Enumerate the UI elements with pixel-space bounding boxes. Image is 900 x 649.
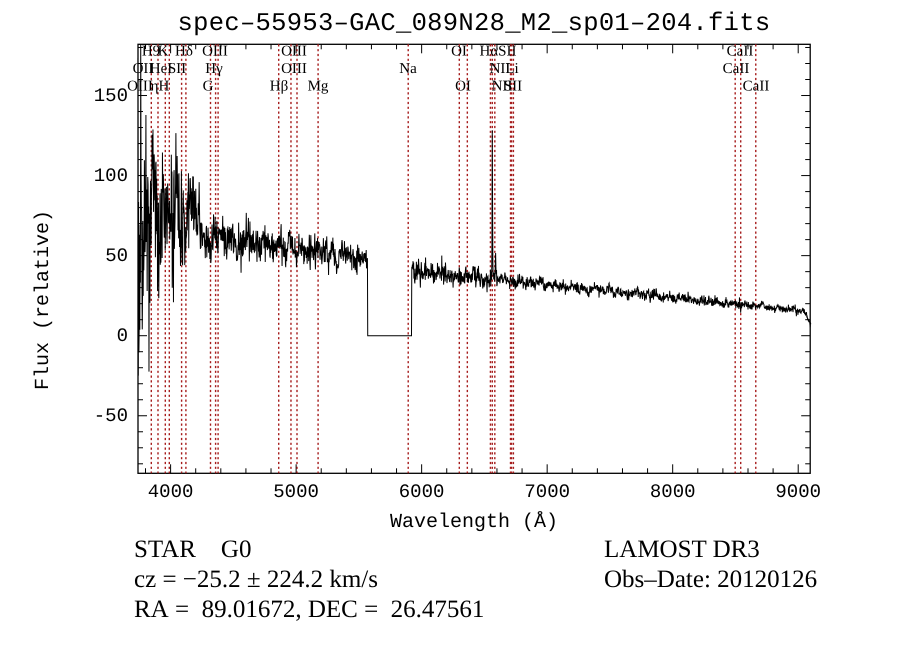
svg-text:K: K [158,44,169,60]
svg-text:4000: 4000 [148,481,194,503]
svg-text:9000: 9000 [775,481,821,503]
svg-text:CaII: CaII [727,44,754,60]
svg-text:Hδ: Hδ [175,44,193,60]
svg-text:8000: 8000 [650,481,696,503]
svg-text:Hγ: Hγ [205,61,223,77]
svg-text:OIII: OIII [127,79,153,95]
svg-text:7000: 7000 [524,481,570,503]
svg-text:G: G [203,79,214,95]
svg-text:Hβ: Hβ [270,79,288,95]
svg-text:OIII: OIII [281,61,307,77]
svg-text:0: 0 [117,325,128,347]
svg-text:Wavelength (Å): Wavelength (Å) [390,511,558,534]
svg-text:SII: SII [504,79,522,95]
svg-text:5000: 5000 [273,481,319,503]
svg-text:Mg: Mg [308,79,329,95]
svg-text:Na: Na [399,61,417,77]
svg-text:ηH: ηH [151,79,170,95]
svg-text:SII: SII [168,61,186,77]
svg-text:OIII: OIII [202,44,228,60]
svg-text:CaII: CaII [723,61,750,77]
svg-text:150: 150 [94,85,128,107]
svg-text:50: 50 [105,245,128,267]
svg-text:HαSII: HαSII [479,44,516,60]
svg-text:-50: -50 [94,405,128,427]
svg-text:OI: OI [455,79,471,95]
svg-text:OI: OI [451,44,467,60]
svg-text:CaII: CaII [743,79,770,95]
svg-text:OIII: OIII [281,44,307,60]
svg-text:6000: 6000 [399,481,445,503]
svg-text:Flux (relative): Flux (relative) [32,210,55,390]
svg-text:Li: Li [505,61,518,77]
svg-text:100: 100 [94,165,128,187]
